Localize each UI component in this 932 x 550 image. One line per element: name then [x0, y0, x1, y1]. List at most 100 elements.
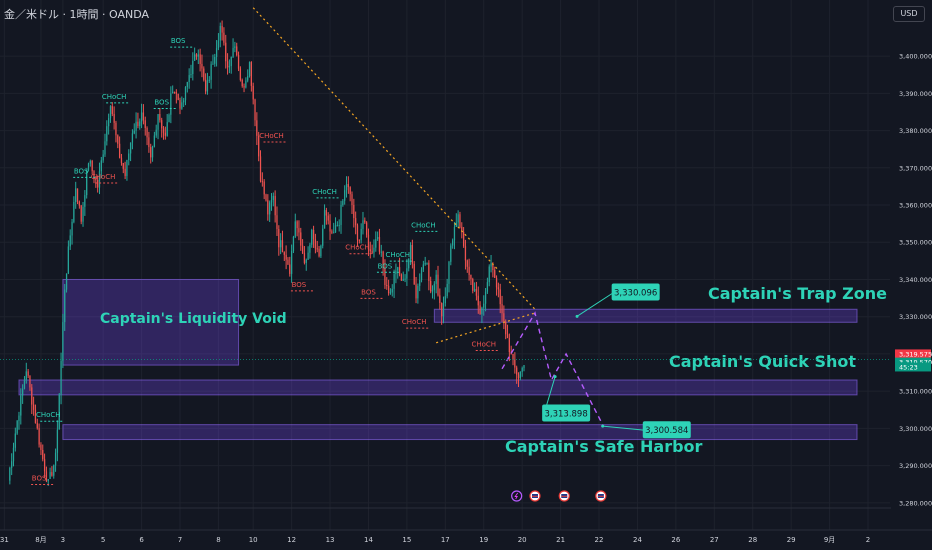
candle-body — [397, 267, 399, 271]
candle-body — [97, 179, 99, 188]
candle-body — [155, 129, 157, 136]
candle-body — [455, 222, 457, 227]
candle-body — [42, 449, 44, 460]
candle-body — [508, 338, 511, 353]
candle-body — [325, 210, 328, 216]
candle-body — [228, 66, 231, 68]
trendline — [435, 312, 536, 344]
flash-icon-glyph — [514, 492, 519, 500]
candle-body — [109, 106, 112, 119]
candle-body — [289, 264, 291, 274]
y-tick-label: 3,350.000 — [899, 239, 932, 247]
candle-body — [320, 245, 322, 257]
x-tick-label: 21 — [556, 536, 565, 544]
y-tick-label: 3,380.000 — [899, 127, 932, 135]
candle-body — [261, 181, 263, 183]
price-badge — [895, 349, 931, 359]
candle-body — [358, 239, 360, 241]
candle-body — [272, 195, 274, 200]
x-tick-label: 24 — [633, 536, 642, 544]
candle-body — [217, 40, 220, 49]
structure-label: CHoCH — [102, 93, 127, 101]
candle-body — [75, 188, 77, 202]
candle-body — [347, 183, 349, 188]
x-tick-label: 5 — [101, 536, 105, 544]
candle-body — [36, 423, 38, 429]
candle-body — [387, 285, 390, 294]
callout-connector — [576, 292, 614, 317]
structure-label: CHoCH — [259, 132, 284, 140]
symbol-title: 金／米ドル · 1時間 · OANDA — [4, 8, 149, 21]
structure-label: CHoCH — [402, 318, 427, 326]
candle-body — [84, 195, 86, 207]
candle-body — [241, 79, 243, 87]
y-tick-label: 3,290.000 — [899, 462, 932, 470]
candle-body — [294, 221, 296, 237]
candle-body — [129, 142, 132, 154]
candle-body — [278, 229, 280, 248]
candle-body — [424, 262, 426, 265]
price-badge-label: 45:23 — [899, 363, 918, 371]
candle-body — [512, 353, 514, 360]
candle-body — [150, 147, 152, 158]
candle-body — [333, 232, 335, 234]
candle-body — [375, 239, 377, 248]
candle-body — [71, 221, 73, 236]
candle-body — [173, 91, 176, 93]
candle-body — [323, 210, 326, 229]
structure-label: BOS — [378, 262, 393, 270]
candle-body — [462, 232, 465, 247]
candle-body — [292, 236, 295, 251]
candle-body — [236, 46, 238, 56]
candle-body — [53, 465, 55, 476]
candle-body — [161, 120, 163, 129]
candle-body — [214, 56, 216, 64]
candle-body — [283, 252, 285, 255]
candle-body — [45, 471, 48, 482]
candle-body — [102, 154, 104, 161]
x-tick-label: 27 — [710, 536, 719, 544]
candle-body — [80, 205, 82, 222]
candle-body — [391, 288, 393, 293]
candle-body — [430, 280, 432, 292]
x-tick-label: 22 — [595, 536, 604, 544]
time-axis-panel — [0, 530, 932, 550]
candle-body — [285, 254, 287, 260]
candle-body — [334, 225, 337, 233]
candle-body — [459, 214, 461, 227]
currency-selector[interactable]: USD — [893, 6, 925, 22]
x-tick-label: 17 — [441, 536, 450, 544]
candle-body — [243, 86, 245, 88]
candle-body — [270, 199, 273, 203]
candle-body — [342, 200, 344, 205]
candle-body — [351, 194, 353, 205]
candle-body — [193, 54, 196, 61]
zone-box — [433, 308, 858, 323]
structure-label: CHoCH — [36, 411, 61, 419]
candle-body — [481, 307, 483, 315]
candle-body — [360, 228, 362, 241]
candle-body — [230, 56, 232, 67]
candle-body — [446, 283, 448, 297]
candle-body — [31, 387, 33, 405]
candle-body — [223, 32, 225, 43]
candle-body — [450, 245, 452, 262]
candle-body — [290, 250, 293, 274]
callout-value: 3,313.898 — [544, 409, 587, 419]
zone-box — [18, 379, 858, 396]
candle-body — [232, 47, 234, 57]
candle-body — [453, 226, 456, 241]
candle-body — [120, 157, 123, 163]
candle-body — [486, 282, 489, 292]
zone-label-trap-zone: Captain's Trap Zone — [708, 284, 887, 303]
structure-label: CHoCH — [91, 173, 116, 181]
candle-body — [56, 429, 59, 453]
candle-body — [422, 264, 425, 270]
candle-body — [140, 112, 143, 122]
candle-body — [40, 444, 42, 450]
candle-body — [197, 54, 199, 57]
candle-body — [303, 253, 306, 263]
y-tick-label: 3,390.000 — [899, 90, 932, 98]
candle-body — [234, 46, 236, 48]
